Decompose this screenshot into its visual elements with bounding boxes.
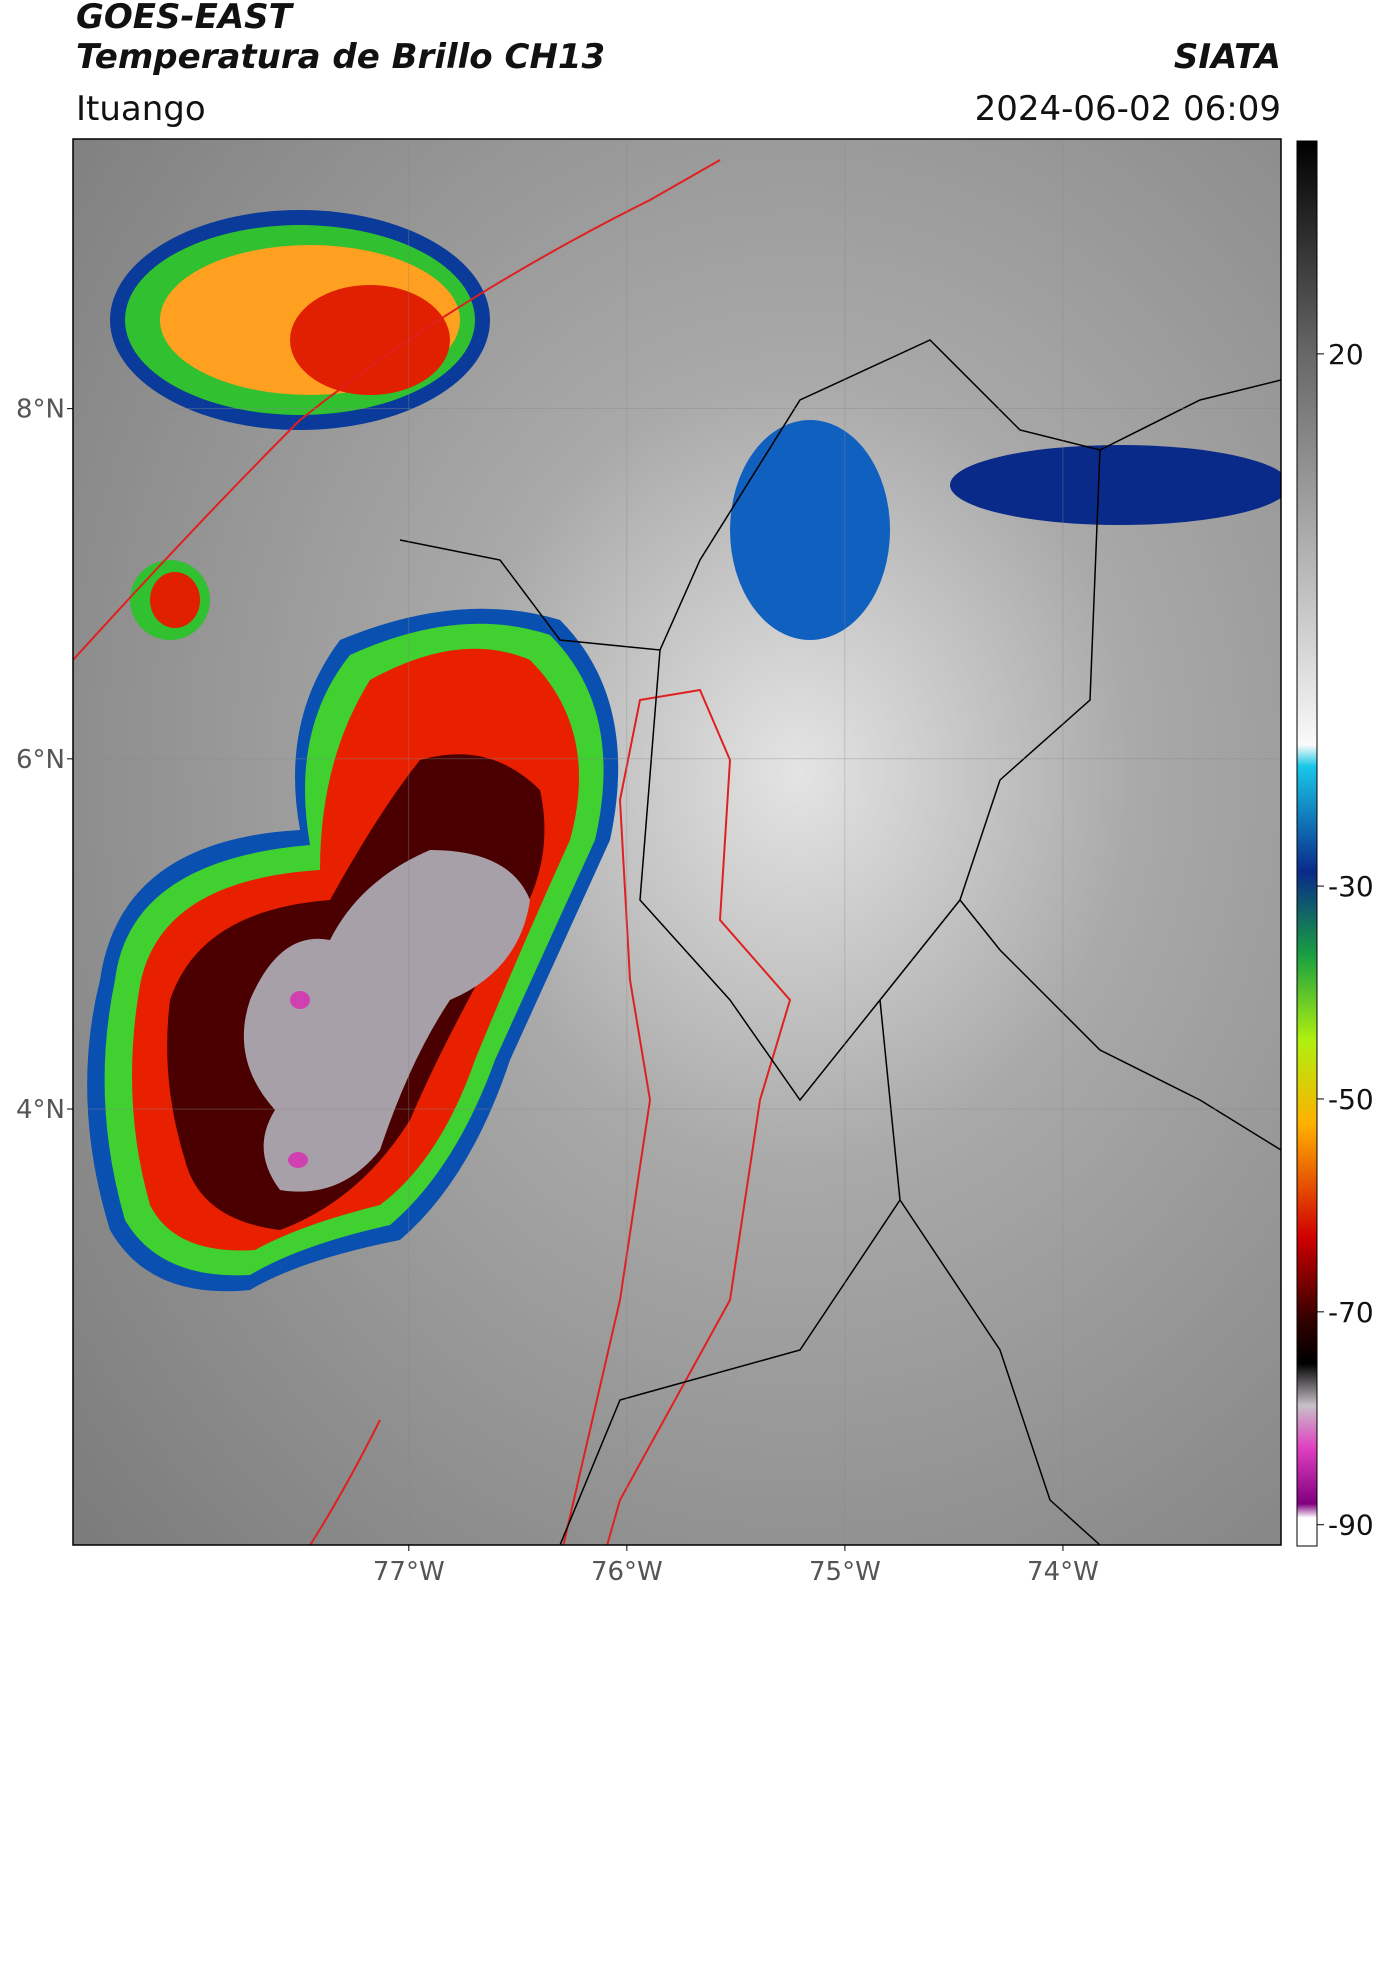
colorbar-tick-label: -50 bbox=[1328, 1083, 1374, 1116]
borders-red bbox=[73, 159, 792, 1545]
x-tick-label: 75°W bbox=[809, 1557, 881, 1587]
x-tick-label: 77°W bbox=[373, 1557, 445, 1587]
y-tick-label: 4°N bbox=[16, 1095, 65, 1125]
satellite-image bbox=[73, 139, 1281, 1545]
colorbar-tick-label: 20 bbox=[1328, 338, 1364, 371]
x-tick-label: 76°W bbox=[591, 1557, 663, 1587]
colorbar-tick-label: -70 bbox=[1328, 1296, 1374, 1329]
x-tick-label: 74°W bbox=[1027, 1557, 1099, 1587]
map-frame bbox=[72, 138, 1282, 1546]
colorbar bbox=[1296, 140, 1318, 1547]
source: SIATA bbox=[1174, 37, 1281, 77]
y-tick-label: 6°N bbox=[16, 745, 65, 775]
cloud-tops bbox=[87, 210, 1281, 1292]
location: Ituango bbox=[76, 89, 206, 129]
datetime: 2024-06-02 06:09 bbox=[975, 89, 1281, 129]
colorbar-tick-label: -30 bbox=[1328, 870, 1374, 903]
borders-black bbox=[399, 339, 1281, 1545]
grid bbox=[73, 139, 1281, 1545]
colorbar-tick-label: -90 bbox=[1328, 1509, 1374, 1542]
title: GOES-EAST bbox=[76, 0, 295, 37]
y-tick-label: 8°N bbox=[16, 395, 65, 425]
subtitle: Temperatura de Brillo CH13 bbox=[76, 37, 605, 77]
